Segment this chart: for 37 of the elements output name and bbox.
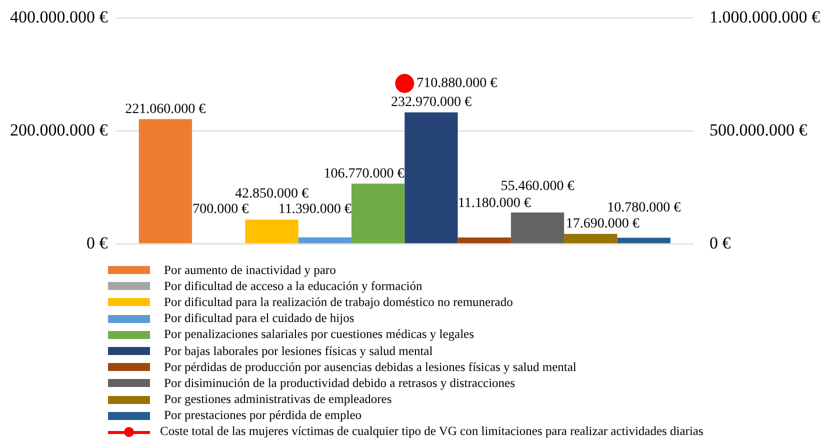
y-tick-label: 0 € [86,233,108,252]
y2-tick-label: 500.000.000 € [710,120,808,140]
data-label: 17.690.000 € [566,216,640,232]
y2-tick-label: 0 € [710,233,732,252]
bar [245,220,298,244]
data-label: 700.000 € [192,202,249,218]
legend-label: Por dificultad para la realización de trabajo doméstico no remunerado [164,294,513,310]
data-label: 55.460.000 € [500,179,574,194]
data-label: 11.180.000 € [458,196,531,212]
legend-label: Por gestiones administrativas de empleadores [164,392,392,408]
legend-label: Por bajas laborales por lesiones físicas y salud mental [164,344,433,359]
legend-label: Por dificultad para el cuidado de hijos [164,311,354,326]
data-label: 221.060.000 € [125,102,206,117]
bar [510,212,564,244]
bar [351,184,405,244]
y-tick-label: 200.000.000 € [10,120,108,140]
bar [298,237,352,244]
legend-label: Por prestaciones por pérdida de empleo [164,408,362,424]
legend-label: Por penalizaciones salariales por cuestiones médicas y legales [164,327,474,342]
bar [458,237,511,244]
data-label: 106.770.000 € [324,166,404,182]
data-label: 232.970.000 € [390,95,472,110]
data-label: 710.880.000 € [416,76,498,92]
bar [138,119,192,244]
bar [404,112,458,244]
legend-label: Coste total de las mujeres víctimas de cualquier tipo de VG con limitaciones para realizar actividades diarias [160,424,704,440]
y-tick-label: 400.000.000 € [10,8,108,27]
y2-tick-label: 1.000.000.000 € [710,8,820,27]
legend-label: Por pérdidas de producción por ausencias debidas a lesiones físicas y salud mental [164,360,576,375]
data-label: 11.390.000 € [278,202,352,218]
legend-label: Por disiminución de la productividad debido a retrasos y distracciones [164,376,515,391]
legend-label: Por dificultad de acceso a la educación y formación [164,278,422,294]
legend-label: Por aumento de inactividad y paro [164,262,336,278]
data-label: 42.850.000 € [234,186,308,202]
data-label: 10.780.000 € [607,200,681,216]
bar [617,238,670,244]
bar [564,234,618,244]
